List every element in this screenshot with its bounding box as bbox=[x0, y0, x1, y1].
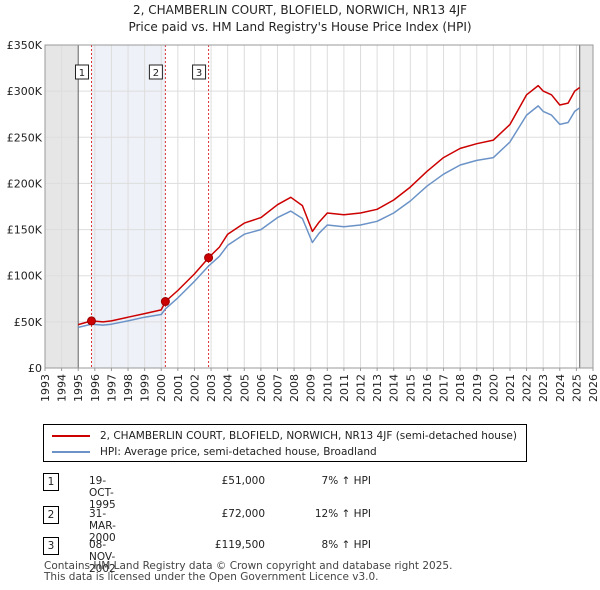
x-tick-label: 2009 bbox=[305, 374, 318, 402]
x-tick-label: 2017 bbox=[438, 374, 451, 402]
y-tick-label: £350K bbox=[7, 39, 43, 52]
x-tick-label: 2012 bbox=[355, 374, 368, 402]
transaction-number: 1 bbox=[43, 473, 59, 491]
transaction-price: £51,000 bbox=[221, 475, 265, 487]
plot-frame bbox=[44, 44, 594, 369]
x-tick-label: 2023 bbox=[537, 374, 550, 402]
x-tick-label: 2010 bbox=[321, 374, 334, 402]
x-tick-label: 2016 bbox=[421, 374, 434, 402]
footer-licence: This data is licensed under the Open Gov… bbox=[44, 571, 379, 583]
x-tick-label: 2001 bbox=[172, 374, 185, 402]
transaction-number: 2 bbox=[43, 506, 59, 524]
property-price-line bbox=[77, 84, 581, 326]
price-chart: 2, CHAMBERLIN COURT, BLOFIELD, NORWICH, … bbox=[7, 3, 600, 402]
sale-label-box bbox=[74, 64, 89, 80]
transaction-date: 08-NOV-2002 bbox=[89, 539, 116, 575]
shade-after-data bbox=[579, 45, 593, 368]
x-tick-label: 1997 bbox=[105, 374, 118, 402]
x-tick-label: 1996 bbox=[89, 374, 102, 402]
x-tick-label: 1995 bbox=[72, 374, 85, 402]
y-tick-label: £50K bbox=[14, 316, 43, 329]
transaction-hpi: 7% ↑ HPI bbox=[321, 475, 371, 487]
x-tick-label: 2007 bbox=[271, 374, 284, 402]
footer: Contains HM Land Registry data © Crown c… bbox=[44, 561, 452, 583]
transaction-price: £72,000 bbox=[221, 508, 265, 520]
x-tick-label: 2003 bbox=[205, 374, 218, 402]
legend: 2, CHAMBERLIN COURT, BLOFIELD, NORWICH, … bbox=[43, 424, 527, 462]
sale-label-box bbox=[192, 64, 207, 80]
transaction-number: 3 bbox=[43, 537, 59, 555]
x-tick-label: 2005 bbox=[238, 374, 251, 402]
x-tick-label: 2011 bbox=[338, 374, 351, 402]
y-tick-label: £150K bbox=[7, 224, 43, 237]
y-tick-label: £0 bbox=[28, 362, 42, 375]
sale-label: 1 bbox=[79, 68, 85, 79]
transaction-hpi: 8% ↑ HPI bbox=[321, 539, 371, 551]
x-tick-label: 2020 bbox=[487, 374, 500, 402]
sale-label-box bbox=[148, 64, 163, 80]
x-tick-label: 2024 bbox=[554, 374, 567, 402]
x-tick-label: 2002 bbox=[188, 374, 201, 402]
transaction-price: £119,500 bbox=[214, 539, 265, 551]
legend-swatch-property bbox=[52, 435, 90, 437]
x-tick-label: 2015 bbox=[404, 374, 417, 402]
chart-title: 2, CHAMBERLIN COURT, BLOFIELD, NORWICH, … bbox=[133, 3, 467, 17]
x-tick-label: 1998 bbox=[122, 374, 135, 402]
x-tick-label: 2004 bbox=[222, 374, 235, 402]
x-tick-label: 1993 bbox=[39, 374, 52, 402]
x-tick-label: 2006 bbox=[255, 374, 268, 402]
x-tick-label: 2021 bbox=[504, 374, 517, 402]
legend-swatch-hpi bbox=[52, 451, 90, 453]
plot-area: 1 2 3 £0 £50K £100K £150K £200K £250K £300K £350K 1… bbox=[7, 39, 600, 402]
x-tick-label: 2000 bbox=[155, 374, 168, 402]
y-tick-label: £200K bbox=[7, 177, 43, 190]
sale-label: 2 bbox=[153, 68, 159, 79]
y-tick-label: £300K bbox=[7, 85, 43, 98]
sale-point bbox=[160, 297, 170, 307]
legend-item-property: 2, CHAMBERLIN COURT, BLOFIELD, NORWICH, … bbox=[52, 428, 517, 444]
footer-copyright: Contains HM Land Registry data © Crown c… bbox=[44, 560, 453, 572]
x-tick-label: 1994 bbox=[56, 374, 69, 402]
y-tick-label: £100K bbox=[7, 270, 43, 283]
transaction-date: 31-MAR-2000 bbox=[89, 508, 116, 544]
x-tick-label: 2022 bbox=[521, 374, 534, 402]
x-tick-label: 2014 bbox=[388, 374, 401, 402]
sale-label: 3 bbox=[196, 68, 202, 79]
x-tick-label: 2025 bbox=[570, 374, 583, 402]
hpi-line bbox=[78, 105, 581, 329]
legend-item-hpi: HPI: Average price, semi-detached house,… bbox=[52, 444, 377, 460]
x-tick-label: 2026 bbox=[587, 374, 600, 402]
sale-point bbox=[86, 316, 96, 326]
x-tick-label: 2019 bbox=[471, 374, 484, 402]
y-tick-label: £250K bbox=[7, 131, 43, 144]
x-tick-label: 2008 bbox=[288, 374, 301, 402]
x-tick-label: 1999 bbox=[139, 374, 152, 402]
x-tick-label: 2013 bbox=[371, 374, 384, 402]
transaction-hpi: 12% ↑ HPI bbox=[314, 508, 371, 520]
chart-subtitle: Price paid vs. HM Land Registry's House … bbox=[128, 20, 471, 34]
x-tick-label: 2018 bbox=[454, 374, 467, 402]
transaction-date: 19-OCT-1995 bbox=[89, 475, 116, 511]
sale-point bbox=[204, 253, 214, 263]
legend-label-property: 2, CHAMBERLIN COURT, BLOFIELD, NORWICH, … bbox=[100, 430, 517, 442]
legend-label-hpi: HPI: Average price, semi-detached house,… bbox=[100, 446, 377, 458]
